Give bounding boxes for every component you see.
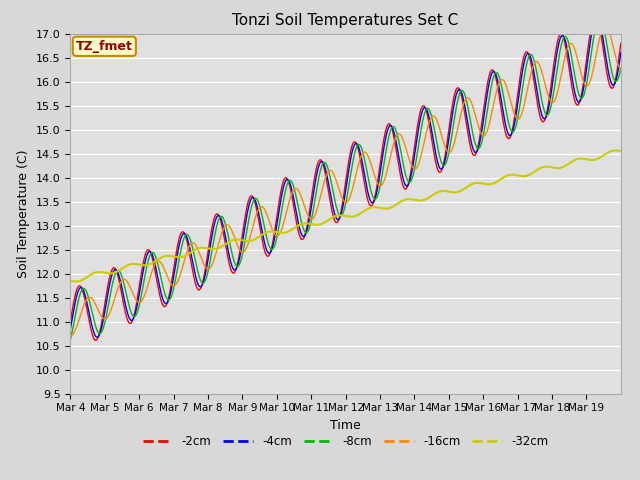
-16cm [403,146,410,152]
-32cm [434,189,442,195]
-2cm [92,337,99,343]
Y-axis label: Soil Temperature (C): Soil Temperature (C) [17,149,30,278]
-32cm [67,278,74,284]
-16cm [617,66,625,72]
-16cm [601,22,609,28]
-2cm [592,13,600,19]
-4cm [434,160,442,166]
-4cm [260,239,268,244]
-2cm [403,185,411,191]
-8cm [67,337,74,343]
-16cm [232,239,240,245]
-16cm [280,218,288,224]
-32cm [132,261,140,267]
-4cm [617,50,625,56]
-4cm [233,264,241,270]
-8cm [403,174,410,180]
Line: -32cm: -32cm [70,150,621,282]
-8cm [131,313,139,319]
-4cm [403,183,411,189]
-2cm [233,264,241,269]
-16cm [260,205,268,211]
-8cm [617,65,625,71]
Line: -8cm: -8cm [70,18,621,340]
Line: -16cm: -16cm [70,25,621,336]
-2cm [260,246,268,252]
-4cm [132,309,140,315]
Line: -2cm: -2cm [70,16,621,340]
-32cm [233,237,241,242]
Title: Tonzi Soil Temperatures Set C: Tonzi Soil Temperatures Set C [232,13,459,28]
-32cm [72,279,80,285]
-32cm [611,147,619,153]
-8cm [260,219,268,225]
-4cm [93,335,100,340]
-8cm [232,263,240,268]
-32cm [281,230,289,236]
-16cm [67,333,74,338]
Text: TZ_fmet: TZ_fmet [76,40,132,53]
-8cm [280,193,288,199]
-16cm [433,118,441,124]
-2cm [281,175,289,181]
-2cm [617,40,625,46]
-32cm [260,230,268,236]
-16cm [131,295,139,301]
-4cm [67,326,74,332]
-4cm [593,15,601,21]
-32cm [617,148,625,154]
-4cm [281,180,289,185]
-2cm [434,167,442,173]
Legend: -2cm, -4cm, -8cm, -16cm, -32cm: -2cm, -4cm, -8cm, -16cm, -32cm [138,430,553,453]
Line: -4cm: -4cm [70,18,621,337]
-2cm [132,305,140,311]
-32cm [403,196,411,202]
-2cm [67,319,74,324]
X-axis label: Time: Time [330,419,361,432]
-8cm [433,141,441,147]
-8cm [595,15,603,21]
